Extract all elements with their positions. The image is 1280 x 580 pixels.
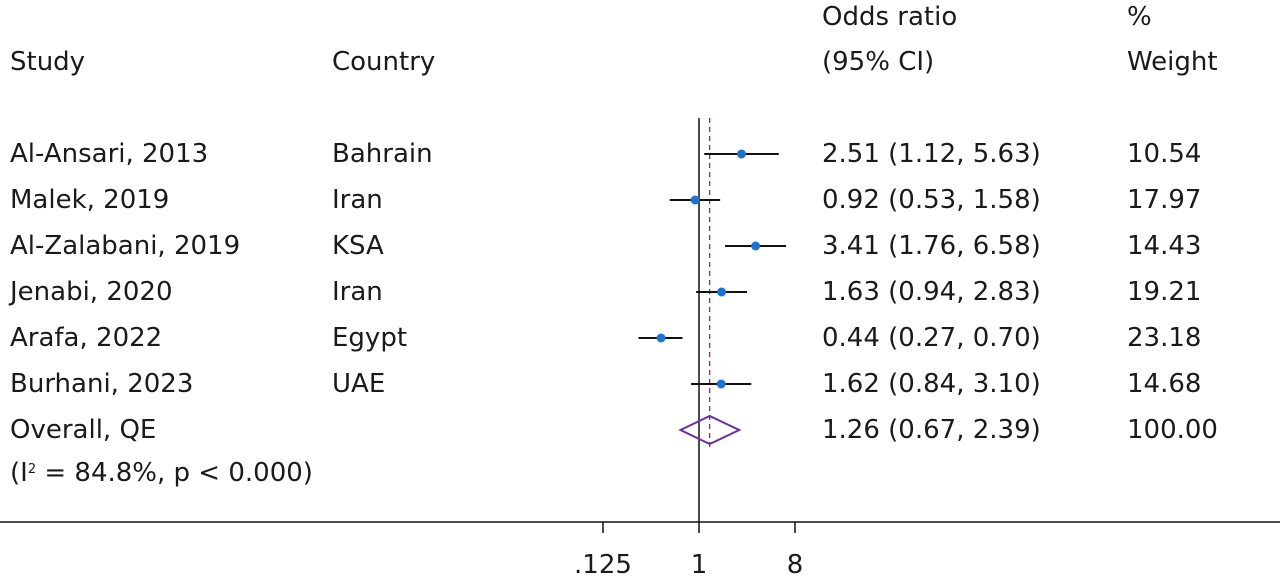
row-study: Al-Zalabani, 2019	[10, 231, 241, 261]
point-estimate	[736, 149, 746, 159]
row-country: Bahrain	[332, 139, 433, 169]
x-tick-label: 8	[786, 550, 804, 580]
row-weight: 14.43	[1127, 231, 1202, 261]
header-country: Country	[332, 47, 436, 77]
overall-weight: 100.00	[1127, 415, 1218, 445]
heterogeneity-stat: (I2 = 84.8%, p < 0.000)	[10, 458, 313, 488]
row-or-text: 0.44 (0.27, 0.70)	[822, 323, 1041, 353]
header-study: Study	[10, 47, 86, 77]
row-weight: 10.54	[1127, 139, 1202, 169]
row-or-text: 0.92 (0.53, 1.58)	[822, 185, 1041, 215]
row-weight: 14.68	[1127, 369, 1202, 399]
point-estimate	[656, 333, 666, 343]
row-weight: 17.97	[1127, 185, 1202, 215]
row-or-text: 3.41 (1.76, 6.58)	[822, 231, 1041, 261]
point-estimate	[751, 241, 761, 251]
header-or-line1: Odds ratio	[822, 2, 958, 32]
row-or-text: 1.62 (0.84, 3.10)	[822, 369, 1041, 399]
overall-or-text: 1.26 (0.67, 2.39)	[822, 415, 1041, 445]
row-country: KSA	[332, 231, 384, 261]
x-tick-label: .125	[574, 550, 632, 580]
x-tick-label: 1	[690, 550, 708, 580]
row-study: Burhani, 2023	[10, 369, 194, 399]
row-study: Malek, 2019	[10, 185, 170, 215]
header-or-line2: (95% CI)	[822, 47, 935, 77]
point-estimate	[716, 379, 726, 389]
header-weight-line1: %	[1127, 2, 1152, 32]
row-country: Iran	[332, 185, 383, 215]
row-or-text: 1.63 (0.94, 2.83)	[822, 277, 1041, 307]
row-weight: 23.18	[1127, 323, 1202, 353]
point-estimate	[690, 195, 700, 205]
row-study: Al-Ansari, 2013	[10, 139, 209, 169]
point-estimate	[717, 287, 727, 297]
row-country: Iran	[332, 277, 383, 307]
row-or-text: 2.51 (1.12, 5.63)	[822, 139, 1041, 169]
row-country: Egypt	[332, 323, 408, 353]
row-weight: 19.21	[1127, 277, 1202, 307]
i2-superscript: 2	[27, 462, 37, 477]
row-study: Jenabi, 2020	[10, 277, 173, 307]
header-weight-line2: Weight	[1127, 47, 1218, 77]
row-study: Arafa, 2022	[10, 323, 163, 353]
overall-label: Overall, QE	[10, 415, 157, 445]
overall-diamond	[678, 414, 742, 446]
row-country: UAE	[332, 369, 386, 399]
